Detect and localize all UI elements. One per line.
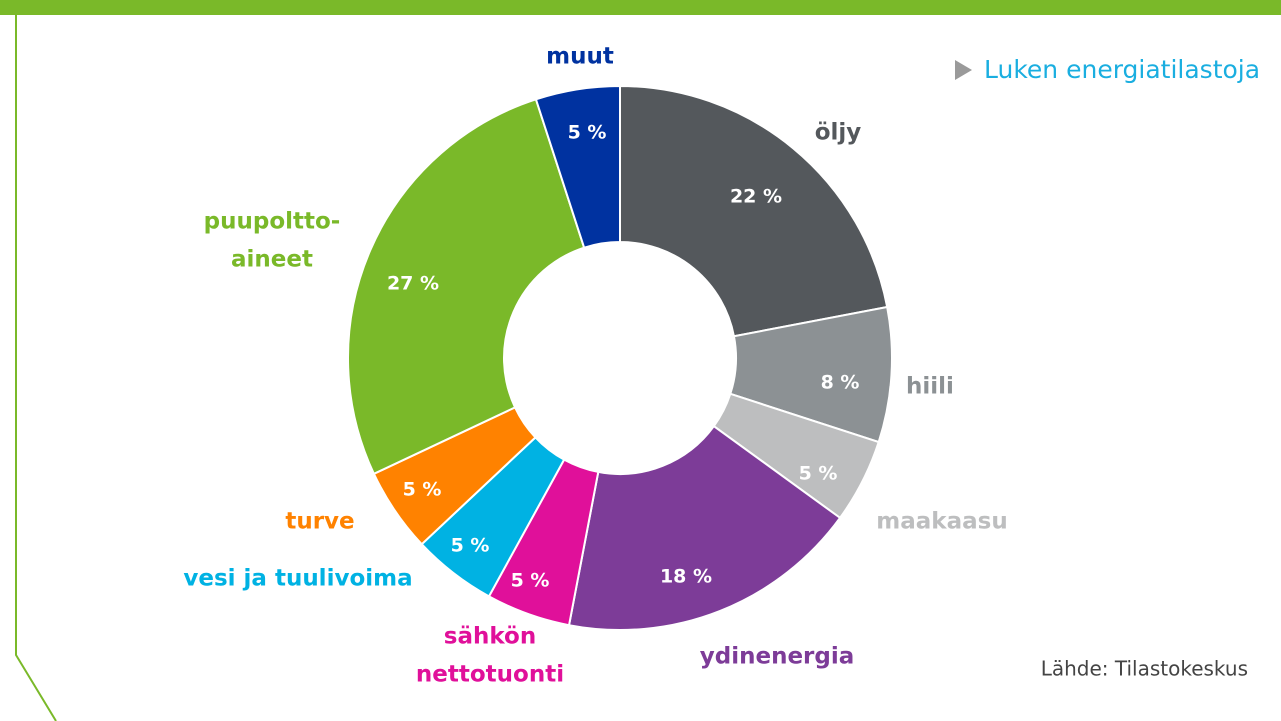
slice (347, 98, 586, 476)
value-label: 27 % (387, 273, 439, 295)
category-label: nettotuonti (416, 662, 564, 688)
category-label: turve (285, 509, 354, 535)
link[interactable]: Luken energiatilastoja (955, 55, 1260, 84)
value-label: 5 % (403, 479, 442, 501)
left-border (15, 15, 57, 721)
slice (567, 424, 842, 631)
value-label: 5 % (511, 570, 550, 592)
category-label: muut (546, 44, 614, 70)
category-label: ydinenergia (700, 644, 855, 670)
category-label: maakaasu (876, 509, 1007, 535)
top-bar (0, 0, 1281, 15)
slice (619, 84, 889, 338)
value-label: 8 % (821, 372, 860, 394)
value-label: 5 % (799, 463, 838, 485)
link-arrow (955, 60, 972, 80)
chart: 22 % öljy 8 % hiili 5 % maakaasu 18 % ydinenerg… (183, 44, 1007, 688)
link-text[interactable]: Luken energiatilastoja (984, 55, 1260, 84)
category-label: aineet (231, 247, 313, 273)
category-label: sähkön (444, 624, 536, 650)
slice (534, 84, 621, 249)
value-label: 5 % (451, 535, 490, 557)
source: Lähde: Tilastokeskus (1041, 657, 1248, 681)
category-label: öljy (815, 120, 862, 146)
category-label: vesi ja tuulivoima (183, 566, 412, 592)
value-label: 22 % (730, 186, 782, 208)
category-label: puupoltto- (204, 209, 341, 235)
value-label: 5 % (568, 122, 607, 144)
category-label: hiili (906, 374, 954, 400)
value-label: 18 % (660, 566, 712, 588)
